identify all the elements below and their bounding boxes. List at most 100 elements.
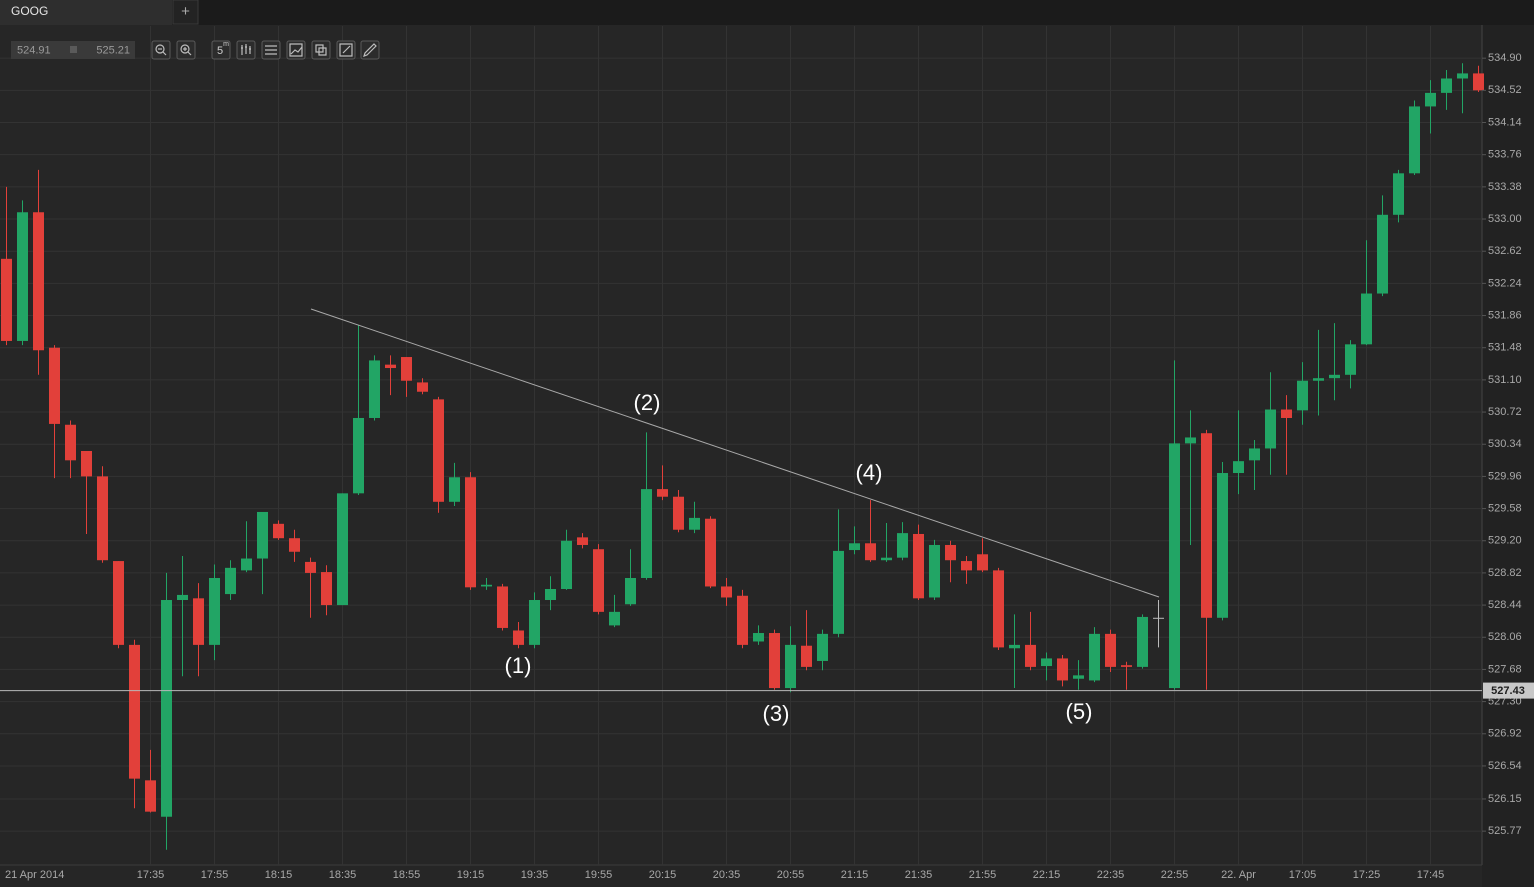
x-tick-label: 20:15 [649, 869, 677, 881]
x-tick-label: 18:15 [265, 869, 293, 881]
candle-body [81, 451, 92, 477]
candle-body [193, 598, 204, 645]
candle-body [705, 518, 716, 587]
candle-body [721, 586, 732, 598]
candle-body [545, 589, 556, 601]
y-tick-label: 527.68 [1488, 663, 1522, 675]
x-tick-label: 21:15 [841, 869, 869, 881]
candle-body [865, 543, 876, 561]
candle-body [849, 543, 860, 551]
add-tab-icon[interactable]: + [181, 3, 190, 20]
tab-bar [0, 0, 1534, 25]
candle-body [1025, 644, 1036, 667]
candle-body [1153, 617, 1164, 619]
candle-body [1041, 658, 1052, 667]
candle-body [801, 645, 812, 667]
candle-body [1121, 665, 1132, 667]
candle-body [353, 417, 364, 494]
y-tick-label: 525.77 [1488, 825, 1522, 837]
tab-title[interactable]: GOOG [11, 4, 48, 18]
zoom-out-button[interactable] [151, 40, 171, 60]
candle-body [1057, 658, 1068, 681]
compare-button[interactable] [311, 40, 331, 60]
candle-body [289, 538, 300, 552]
interval-value[interactable]: 5 [217, 45, 223, 57]
x-tick-label: 19:15 [457, 869, 485, 881]
candle-body [1073, 675, 1084, 679]
zoom-in-button[interactable] [176, 40, 196, 60]
candle-body [993, 570, 1004, 648]
candle-body [177, 594, 188, 601]
y-tick-label: 533.38 [1488, 181, 1522, 193]
candle-body [401, 357, 412, 381]
y-tick-label: 529.96 [1488, 470, 1522, 482]
candle-body [769, 633, 780, 689]
x-tick-label: 17:55 [201, 869, 229, 881]
interval-unit[interactable]: m [223, 41, 229, 48]
trendline[interactable] [310, 308, 1160, 598]
candle-body [273, 523, 284, 539]
candle-body [625, 577, 636, 605]
candle-body [1441, 78, 1452, 93]
y-tick-label: 528.82 [1488, 567, 1522, 579]
candle-body [417, 382, 428, 392]
x-tick-label: 20:35 [713, 869, 741, 881]
y-tick-label: 526.15 [1488, 793, 1522, 805]
candle-body [241, 558, 252, 571]
candle-body [1233, 461, 1244, 474]
x-tick-label: 18:55 [393, 869, 421, 881]
candle-body [673, 496, 684, 530]
candle-body [1265, 409, 1276, 449]
candle-body [561, 540, 572, 590]
candle-body [1185, 437, 1196, 444]
candle-body [1297, 380, 1308, 411]
x-tick-label: 19:55 [585, 869, 613, 881]
candle-body [929, 544, 940, 598]
x-tick-label: 20:55 [777, 869, 805, 881]
annotation: (1) [505, 653, 532, 678]
clear-drawings-button[interactable] [360, 40, 380, 60]
candle-body [817, 633, 828, 661]
y-tick-label: 534.14 [1488, 116, 1522, 128]
candle-body [737, 595, 748, 645]
candle-body [1009, 644, 1020, 649]
annotation: (4) [856, 460, 883, 485]
y-tick-label: 532.62 [1488, 245, 1522, 257]
candle-body [1089, 633, 1100, 681]
candle-body [977, 554, 988, 571]
tab[interactable] [0, 0, 172, 25]
candle-body [449, 477, 460, 502]
bid-price: 524.91 [17, 44, 51, 56]
candle-body [369, 360, 380, 418]
candle-body [497, 586, 508, 628]
ask-price: 525.21 [96, 44, 130, 56]
y-tick-label: 529.20 [1488, 535, 1522, 547]
add-tab-button[interactable] [172, 0, 199, 25]
candle-body [33, 212, 44, 351]
candle-body [113, 561, 124, 645]
candle-body [433, 399, 444, 502]
candle-body [1137, 616, 1148, 667]
candle-body [209, 577, 220, 645]
candle-body [1201, 433, 1212, 618]
candle-body [1425, 92, 1436, 107]
candle-body [945, 544, 956, 561]
candle-body [1361, 293, 1372, 345]
y-tick-label: 532.24 [1488, 277, 1522, 289]
price-line-label-bg [1483, 682, 1534, 699]
candle-body [753, 633, 764, 642]
interval-button[interactable] [211, 40, 231, 60]
candle-body [225, 567, 236, 595]
candle-body [1409, 106, 1420, 174]
y-tick-label: 530.34 [1488, 438, 1522, 450]
candle-body [513, 630, 524, 645]
candle-body [1217, 473, 1228, 618]
candle-body [1281, 409, 1292, 418]
candle-body [1393, 173, 1404, 215]
candle-body [961, 561, 972, 571]
candle-body [1457, 73, 1468, 79]
candle-body [1345, 344, 1356, 375]
y-tick-label: 534.90 [1488, 52, 1522, 64]
x-tick-label: 21 Apr 2014 [5, 869, 64, 881]
